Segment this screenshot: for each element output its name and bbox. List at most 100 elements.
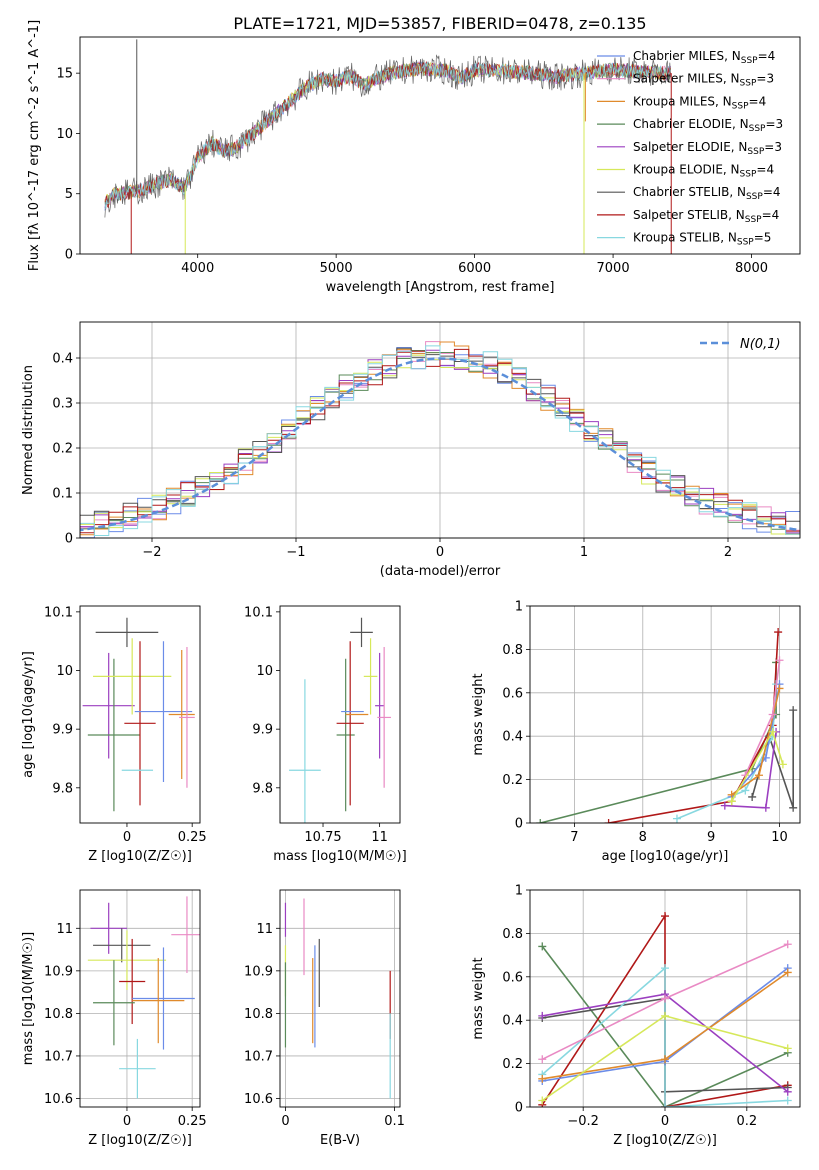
x-tick-label: 4000 [181, 261, 214, 276]
weight-point-marker [661, 1055, 669, 1064]
y-tick-label: 10.1 [244, 605, 273, 620]
y-axis-label: Flux [fλ 10^-17 erg cm^-2 s^-1 A^-1] [27, 20, 42, 271]
y-tick-label: 10.9 [244, 964, 273, 979]
y-axis-label: mass [log10(M/M☉)] [21, 932, 36, 1065]
x-tick-label: 9 [707, 830, 715, 845]
weight-series-line [731, 688, 781, 796]
legend-count: =3 [765, 117, 783, 131]
weight-point-marker [538, 1096, 547, 1105]
legend-label: Salpeter MILES, NSSP=3 [633, 72, 774, 89]
x-tick-label: 0 [123, 1114, 131, 1129]
x-tick-label: 10.75 [304, 830, 341, 845]
legend-subscript: SSP [747, 147, 764, 157]
y-tick-label: 0.6 [502, 970, 523, 985]
y-tick-label: 15 [56, 67, 73, 82]
x-tick-label: −1 [286, 545, 305, 560]
mass-vs-extinction-plot-area [284, 898, 391, 1099]
weight-point-marker [768, 710, 777, 719]
y-tick-label: 9.9 [52, 723, 73, 738]
weight-point-marker [538, 1055, 547, 1064]
weight-vs-age-frame [529, 605, 801, 824]
mass-vs-metallicity-plot-area [87, 896, 200, 1099]
weight-vs-metallicity-plot-area [538, 912, 792, 1107]
y-tick-label: 1 [515, 600, 523, 615]
weight-vs-metallicity-frame [529, 889, 801, 1108]
histogram-step [80, 345, 800, 536]
y-tick-label: 0 [65, 248, 73, 263]
x-axis-label: mass [log10(M/M☉)] [273, 849, 406, 864]
weight-point-marker [783, 1096, 792, 1105]
x-axis-label: wavelength [Angstrom, rest frame] [326, 280, 555, 295]
weight-series-line [730, 683, 781, 798]
y-tick-label: 10.7 [244, 1049, 273, 1064]
mass-vs-metallicity-panel: 0 0.25 10.6 10.7 10.8 10.9 11 Z [log10(Z/Z☉)] ma… [21, 889, 207, 1148]
y-tick-label: 11 [56, 922, 73, 937]
legend-count: =4 [749, 94, 767, 108]
weight-point-marker [783, 1087, 792, 1096]
legend-label: Chabrier ELODIE, NSSP=3 [633, 117, 783, 134]
weight-point-marker [761, 803, 770, 812]
x-tick-label: −2 [142, 545, 161, 560]
weight-point-marker [661, 964, 669, 973]
legend-subscript: SSP [745, 215, 762, 225]
x-tick-label: 0 [436, 545, 444, 560]
age-vs-mass-frame [279, 605, 401, 824]
weight-point-marker [783, 1044, 792, 1053]
residual-histogram-frame [79, 321, 801, 539]
weight-point-marker [789, 803, 798, 812]
x-tick-label: 0.2 [736, 1114, 757, 1129]
y-tick-label: 0.4 [502, 730, 523, 745]
residual-histogram-panel: −2 −1 0 1 2 0 0.1 0.2 0.3 0.4 (data-model)/error No… [21, 321, 801, 579]
legend-count: =4 [762, 208, 780, 222]
weight-vs-age-panel: 7 8 9 10 0 0.2 0.4 0.6 0.8 1 age [log10(age/yr)] ma… [471, 600, 801, 864]
legend-label: Salpeter STELIB, NSSP=4 [633, 208, 779, 225]
y-tick-label: 10.6 [244, 1092, 273, 1107]
weight-point-marker [748, 792, 757, 801]
y-tick-label: 10 [56, 664, 73, 679]
weight-point-marker [741, 786, 750, 795]
y-tick-label: 0 [65, 532, 73, 547]
y-tick-label: 10.8 [244, 1007, 273, 1022]
y-axis-label: Normed distribution [21, 365, 36, 495]
y-tick-label: 9.8 [252, 781, 273, 796]
y-tick-label: 9.9 [252, 723, 273, 738]
weight-point-marker [661, 1011, 669, 1020]
figure-title: PLATE=1721, MJD=53857, FIBERID=0478, z=0… [233, 14, 646, 33]
x-tick-label: 0 [123, 830, 131, 845]
weight-point-marker [661, 912, 669, 921]
x-tick-label: −0.2 [567, 1114, 599, 1129]
weight-point-marker [672, 814, 681, 823]
legend-label: Salpeter ELODIE, NSSP=3 [633, 140, 782, 157]
legend-count: =3 [756, 72, 774, 86]
x-tick-label: 10 [771, 830, 788, 845]
weight-vs-age-plot-area [536, 628, 798, 823]
legend-label: Kroupa ELODIE, NSSP=4 [633, 163, 774, 180]
x-tick-label: 5000 [320, 261, 353, 276]
x-axis-label: E(B-V) [320, 1133, 360, 1148]
legend-count: =4 [756, 163, 774, 177]
weight-point-marker [538, 942, 547, 951]
legend-subscript: SSP [732, 101, 749, 111]
x-axis-label: Z [log10(Z/Z☉)] [613, 1133, 717, 1148]
weight-point-marker [727, 797, 736, 806]
age-vs-metallicity-panel: 0 0.25 9.8 9.9 10 10.1 Z [log10(Z/Z☉)] age [log… [21, 605, 207, 864]
weight-series-line [608, 631, 779, 823]
y-tick-label: 11 [256, 922, 273, 937]
x-tick-label: 1 [580, 545, 588, 560]
y-tick-label: 0.2 [502, 773, 523, 788]
y-tick-label: 0.8 [502, 643, 523, 658]
x-tick-label: 0.1 [384, 1114, 405, 1129]
x-tick-label: 7000 [597, 261, 630, 276]
legend-label: Chabrier MILES, NSSP=4 [633, 49, 775, 66]
y-tick-label: 0 [515, 1101, 523, 1116]
y-tick-label: 0.2 [52, 442, 73, 457]
legend-label: Kroupa STELIB, NSSP=5 [633, 231, 771, 248]
legend-count: =5 [754, 231, 772, 245]
y-tick-label: 0 [515, 817, 523, 832]
age-vs-mass-plot-area [289, 617, 391, 823]
legend-subscript: SSP [737, 238, 754, 248]
x-tick-label: 0 [661, 1114, 669, 1129]
legend-label: Chabrier STELIB, NSSP=4 [633, 185, 781, 202]
spectrum-frame [79, 36, 801, 255]
y-tick-label: 10.6 [44, 1092, 73, 1107]
